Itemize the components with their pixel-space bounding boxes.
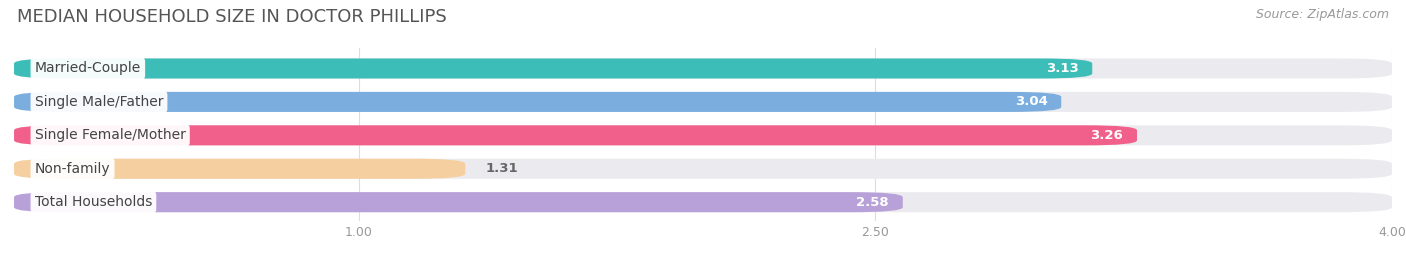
Text: 3.04: 3.04 — [1015, 95, 1047, 108]
Text: Total Households: Total Households — [35, 195, 152, 209]
FancyBboxPatch shape — [14, 125, 1392, 145]
FancyBboxPatch shape — [14, 58, 1392, 79]
Text: Single Male/Father: Single Male/Father — [35, 95, 163, 109]
FancyBboxPatch shape — [14, 192, 1392, 212]
Text: Single Female/Mother: Single Female/Mother — [35, 128, 186, 142]
Text: 3.26: 3.26 — [1091, 129, 1123, 142]
FancyBboxPatch shape — [14, 58, 1092, 79]
FancyBboxPatch shape — [14, 92, 1392, 112]
FancyBboxPatch shape — [14, 125, 1137, 145]
Text: Married-Couple: Married-Couple — [35, 62, 141, 76]
FancyBboxPatch shape — [14, 159, 465, 179]
Text: 3.13: 3.13 — [1046, 62, 1078, 75]
Text: Non-family: Non-family — [35, 162, 110, 176]
Text: Source: ZipAtlas.com: Source: ZipAtlas.com — [1256, 8, 1389, 21]
Text: MEDIAN HOUSEHOLD SIZE IN DOCTOR PHILLIPS: MEDIAN HOUSEHOLD SIZE IN DOCTOR PHILLIPS — [17, 8, 447, 26]
FancyBboxPatch shape — [14, 159, 1392, 179]
FancyBboxPatch shape — [14, 192, 903, 212]
Text: 2.58: 2.58 — [856, 196, 889, 209]
FancyBboxPatch shape — [14, 92, 1062, 112]
Text: 1.31: 1.31 — [486, 162, 519, 175]
